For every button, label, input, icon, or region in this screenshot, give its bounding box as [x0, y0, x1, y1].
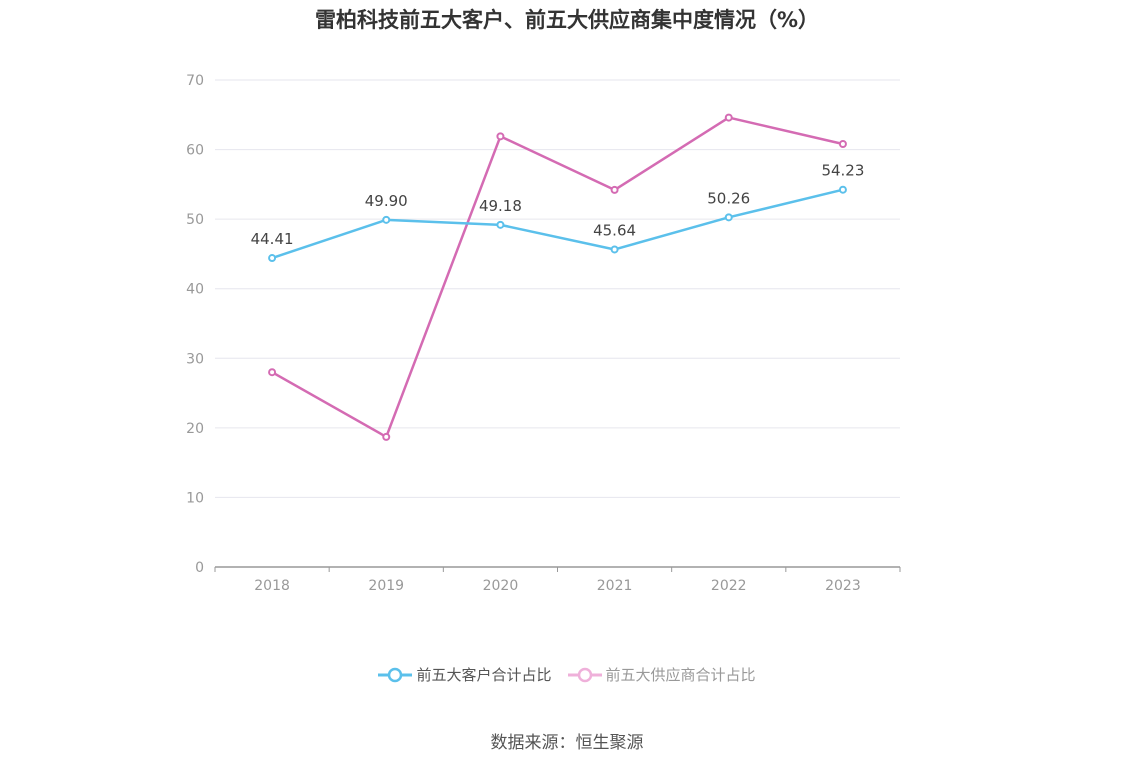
- data-label: 45.64: [593, 221, 636, 239]
- x-tick-label: 2019: [368, 578, 404, 594]
- legend-label-suppliers: 前五大供应商合计占比: [605, 666, 756, 684]
- x-tick-label: 2021: [597, 578, 633, 594]
- x-tick-label: 2022: [711, 578, 747, 594]
- data-point[interactable]: [382, 432, 391, 441]
- data-label: 49.90: [365, 192, 408, 210]
- series-layer: [268, 113, 847, 441]
- x-tick-label: 2023: [825, 578, 861, 594]
- legend-marker-suppliers-icon: [567, 667, 602, 682]
- data-point[interactable]: [724, 113, 733, 122]
- data-point[interactable]: [382, 215, 391, 224]
- y-tick-label: 0: [195, 560, 204, 576]
- data-point[interactable]: [496, 220, 505, 229]
- data-point[interactable]: [838, 185, 847, 194]
- x-tick-label: 2020: [483, 578, 519, 594]
- series-line-0: [271, 188, 844, 260]
- data-label: 49.18: [479, 197, 522, 215]
- y-tick-label: 10: [186, 490, 204, 506]
- data-point[interactable]: [268, 254, 277, 263]
- legend: 前五大客户合计占比 前五大供应商合计占比: [0, 664, 1134, 685]
- x-tick-label: 2018: [254, 578, 290, 594]
- y-tick-label: 70: [186, 73, 204, 89]
- chart-title: 雷柏科技前五大客户、前五大供应商集中度情况（%）: [314, 8, 820, 32]
- data-label: 44.41: [251, 230, 294, 248]
- y-tick-label: 50: [186, 212, 204, 228]
- legend-item-customers[interactable]: 前五大客户合计占比: [378, 664, 552, 685]
- data-point[interactable]: [496, 132, 505, 141]
- data-point[interactable]: [610, 245, 619, 254]
- data-point[interactable]: [268, 368, 277, 377]
- label-layer: 44.41 49.90 49.18 45.64 50.26 54.23: [251, 162, 865, 248]
- data-point[interactable]: [724, 213, 733, 222]
- axis-layer: 0 10 20 30 40 50 60 70 2018 2019 2020 2021 2022 2023: [186, 73, 901, 594]
- data-label: 54.23: [821, 162, 864, 180]
- y-tick-label: 60: [186, 143, 204, 159]
- y-tick-label: 40: [186, 282, 204, 298]
- data-label: 50.26: [707, 189, 750, 207]
- data-point[interactable]: [610, 185, 619, 194]
- legend-item-suppliers[interactable]: 前五大供应商合计占比: [567, 664, 756, 685]
- y-tick-label: 30: [186, 351, 204, 367]
- y-tick-label: 20: [186, 421, 204, 437]
- legend-label-customers: 前五大客户合计占比: [416, 666, 552, 684]
- data-source-note: 数据来源：恒生聚源: [490, 733, 644, 753]
- grid-layer: [215, 79, 900, 498]
- data-point[interactable]: [838, 140, 847, 149]
- series-line-1: [271, 116, 844, 439]
- legend-marker-customers-icon: [378, 667, 413, 682]
